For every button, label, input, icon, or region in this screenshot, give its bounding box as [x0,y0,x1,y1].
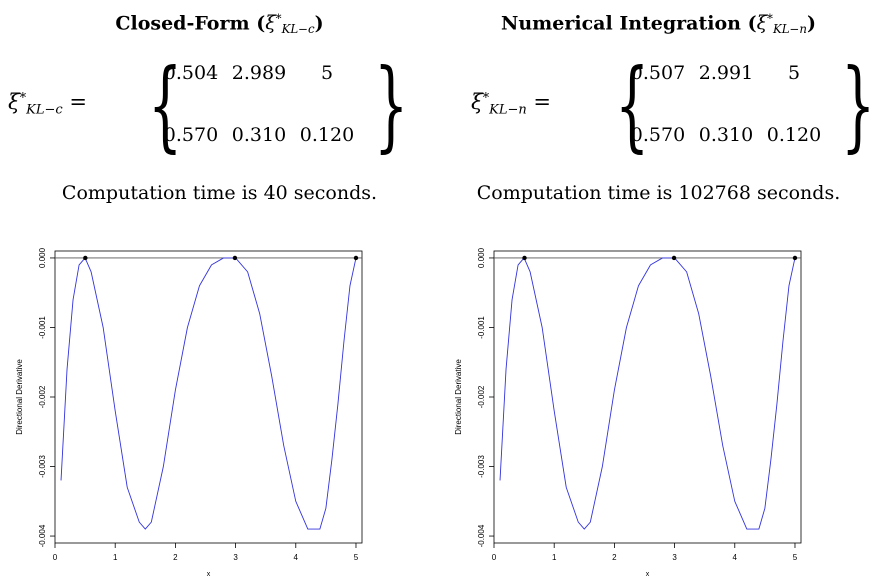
x-tick-label: 5 [793,553,798,562]
panel-title-text: Closed-Form [115,12,250,35]
support-point [83,255,88,261]
x-tick-label: 5 [354,553,359,562]
design-cell: 0.570 [630,124,686,146]
x-tick-label: 2 [173,553,178,562]
design-cell: 5 [320,62,334,84]
support-point [792,255,798,261]
y-tick-label: -0.001 [38,316,47,339]
y-tick-label: -0.002 [477,385,486,408]
plot-frame [54,250,363,544]
y-tick-label: -0.003 [38,455,47,478]
y-tick-label: 0.000 [38,247,47,268]
design-cell: 0.120 [299,124,355,146]
left-brace: { [615,49,650,163]
x-tick-label: 3 [672,553,677,562]
design-cell: 0.310 [698,124,754,146]
left-brace: { [148,49,183,163]
x-axis-label: x [207,571,211,578]
design-lhs: ξ*KL−n = [471,90,552,118]
y-tick-label: -0.003 [477,455,486,478]
xi-symbol: ξ*KL−c [265,12,315,37]
y-axis-label: Directional Derivative [454,359,463,435]
support-point [671,255,677,261]
design-cell: 5 [787,62,801,84]
x-tick-label: 0 [492,553,497,562]
design-lhs: ξ*KL−c = [8,90,87,118]
design-cell: 0.504 [163,62,219,84]
computation-time: Computation time is 40 seconds. [61,182,378,204]
panel-title: Closed-Form (ξ*KL−c) [115,12,324,37]
right-brace: } [374,49,409,163]
panel-title: Numerical Integration (ξ*KL−n) [501,12,816,37]
x-tick-label: 1 [552,553,557,562]
directional-derivative-chart: 0 1 2 3 4 5 0.000 -0.001 -0.002 -0.003 -0.004 x Dire… [454,247,802,578]
design-cell: 0.570 [163,124,219,146]
support-point [353,255,359,261]
plot-frame [493,250,802,544]
y-axis-label: Directional Derivative [15,359,24,435]
design-cell: 0.507 [630,62,686,84]
xi-symbol: ξ*KL−n [756,12,807,37]
x-tick-label: 2 [612,553,617,562]
x-axis-label: x [646,571,650,578]
numerical-integration-panel: Numerical Integration (ξ*KL−n) ξ*KL−n = … [439,0,878,584]
design-cell: 2.991 [698,62,754,84]
y-tick-label: 0.000 [477,247,486,268]
y-tick-label: -0.004 [477,524,486,547]
y-tick-label: -0.004 [38,524,47,547]
support-point [232,255,238,261]
directional-derivative-chart: 0 1 2 3 4 5 0.000 -0.001 -0.002 -0.003 -0.004 x Dire… [15,247,363,578]
computation-time: Computation time is 102768 seconds. [476,182,841,204]
x-tick-label: 1 [113,553,118,562]
support-point [522,255,527,261]
panel-title-text: Numerical Integration [501,12,741,35]
y-tick-label: -0.002 [38,385,47,408]
x-tick-label: 4 [733,553,738,562]
directional-derivative-line [499,257,796,530]
closed-form-panel: Closed-Form (ξ*KL−c) ξ*KL−c = { } 0.504 … [8,12,428,578]
x-tick-label: 3 [233,553,238,562]
design-cell: 2.989 [231,62,287,84]
design-matrix: ξ*KL−n = { } 0.507 2.991 5 0.570 0.310 0… [471,46,875,166]
design-cell: 0.310 [231,124,287,146]
design-matrix: ξ*KL−c = { } 0.504 2.989 5 0.570 0.310 0… [8,46,428,166]
directional-derivative-line [60,257,357,530]
right-brace: } [841,49,876,163]
design-cell: 0.120 [766,124,822,146]
x-tick-label: 4 [294,553,299,562]
y-tick-label: -0.001 [477,316,486,339]
x-tick-label: 0 [53,553,58,562]
